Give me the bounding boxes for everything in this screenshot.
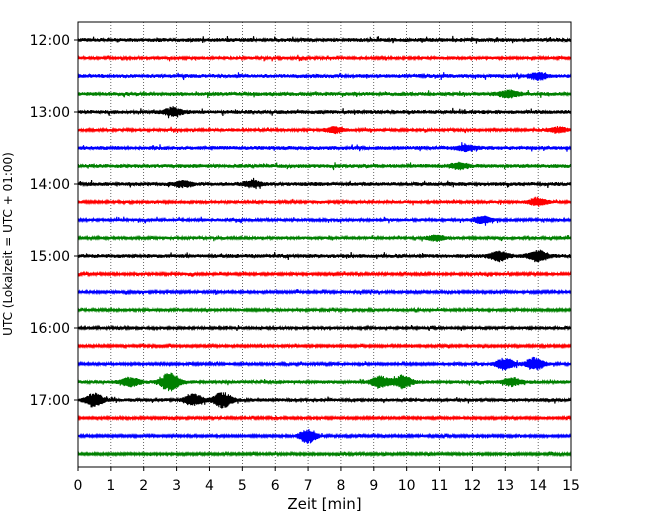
trace-1400: [77, 177, 572, 190]
y-tick-label: 14:00: [30, 177, 70, 193]
trace-1445: [77, 234, 572, 242]
x-tick-label: 10: [398, 478, 416, 494]
x-tick-label: 3: [172, 478, 181, 494]
trace-1430: [77, 215, 572, 226]
trace-1600: [77, 324, 572, 332]
trace-1245: [77, 89, 572, 99]
trace-1500: [77, 249, 572, 263]
y-tick-label: 13:00: [30, 105, 70, 121]
y-axis: 12:00 13:00 14:00 15:00 16:00 17:00: [30, 33, 78, 409]
y-tick-label: 12:00: [30, 33, 70, 49]
y-tick-label: 17:00: [30, 393, 70, 409]
trace-1515: [77, 270, 572, 278]
trace-1730: [77, 428, 572, 444]
grid-layer: [110, 22, 539, 467]
y-tick-label: 16:00: [30, 321, 70, 337]
x-axis: 0 1 2 3 4 5 6 7 8 9 10 11 12 13 14 15: [74, 467, 580, 494]
trace-layer: [77, 35, 572, 458]
trace-1300: [77, 106, 572, 119]
x-tick-label: 11: [431, 478, 449, 494]
x-tick-label: 6: [271, 478, 280, 494]
x-tick-label: 4: [205, 478, 214, 494]
x-tick-label: 13: [496, 478, 514, 494]
trace-1630: [77, 356, 572, 371]
trace-1415: [77, 196, 572, 207]
trace-1315: [77, 125, 572, 135]
y-axis-label: UTC (Lokalzeit = UTC + 01:00): [1, 152, 15, 336]
trace-1715: [77, 414, 572, 422]
trace-1345: [77, 161, 572, 171]
trace-1530: [77, 288, 572, 296]
x-tick-label: 8: [336, 478, 345, 494]
x-tick-label: 2: [139, 478, 148, 494]
trace-1330: [77, 142, 572, 153]
x-axis-label: Zeit [min]: [287, 495, 361, 513]
x-tick-label: 15: [562, 478, 580, 494]
x-tick-label: 7: [304, 478, 313, 494]
trace-1215: [77, 54, 572, 62]
trace-1745: [77, 450, 572, 458]
y-tick-label: 15:00: [30, 249, 70, 265]
trace-1615: [77, 342, 572, 350]
trace-1230: [77, 71, 572, 82]
x-tick-label: 5: [238, 478, 247, 494]
trace-1545: [77, 306, 572, 314]
x-tick-label: 12: [463, 478, 481, 494]
plot-frame: [77, 21, 572, 468]
trace-1645: [77, 372, 572, 392]
trace-1200: [77, 35, 572, 44]
trace-1700: [77, 392, 572, 409]
x-tick-label: 14: [529, 478, 547, 494]
x-tick-label: 1: [106, 478, 115, 494]
x-tick-label: 9: [369, 478, 378, 494]
x-tick-label: 0: [74, 478, 83, 494]
